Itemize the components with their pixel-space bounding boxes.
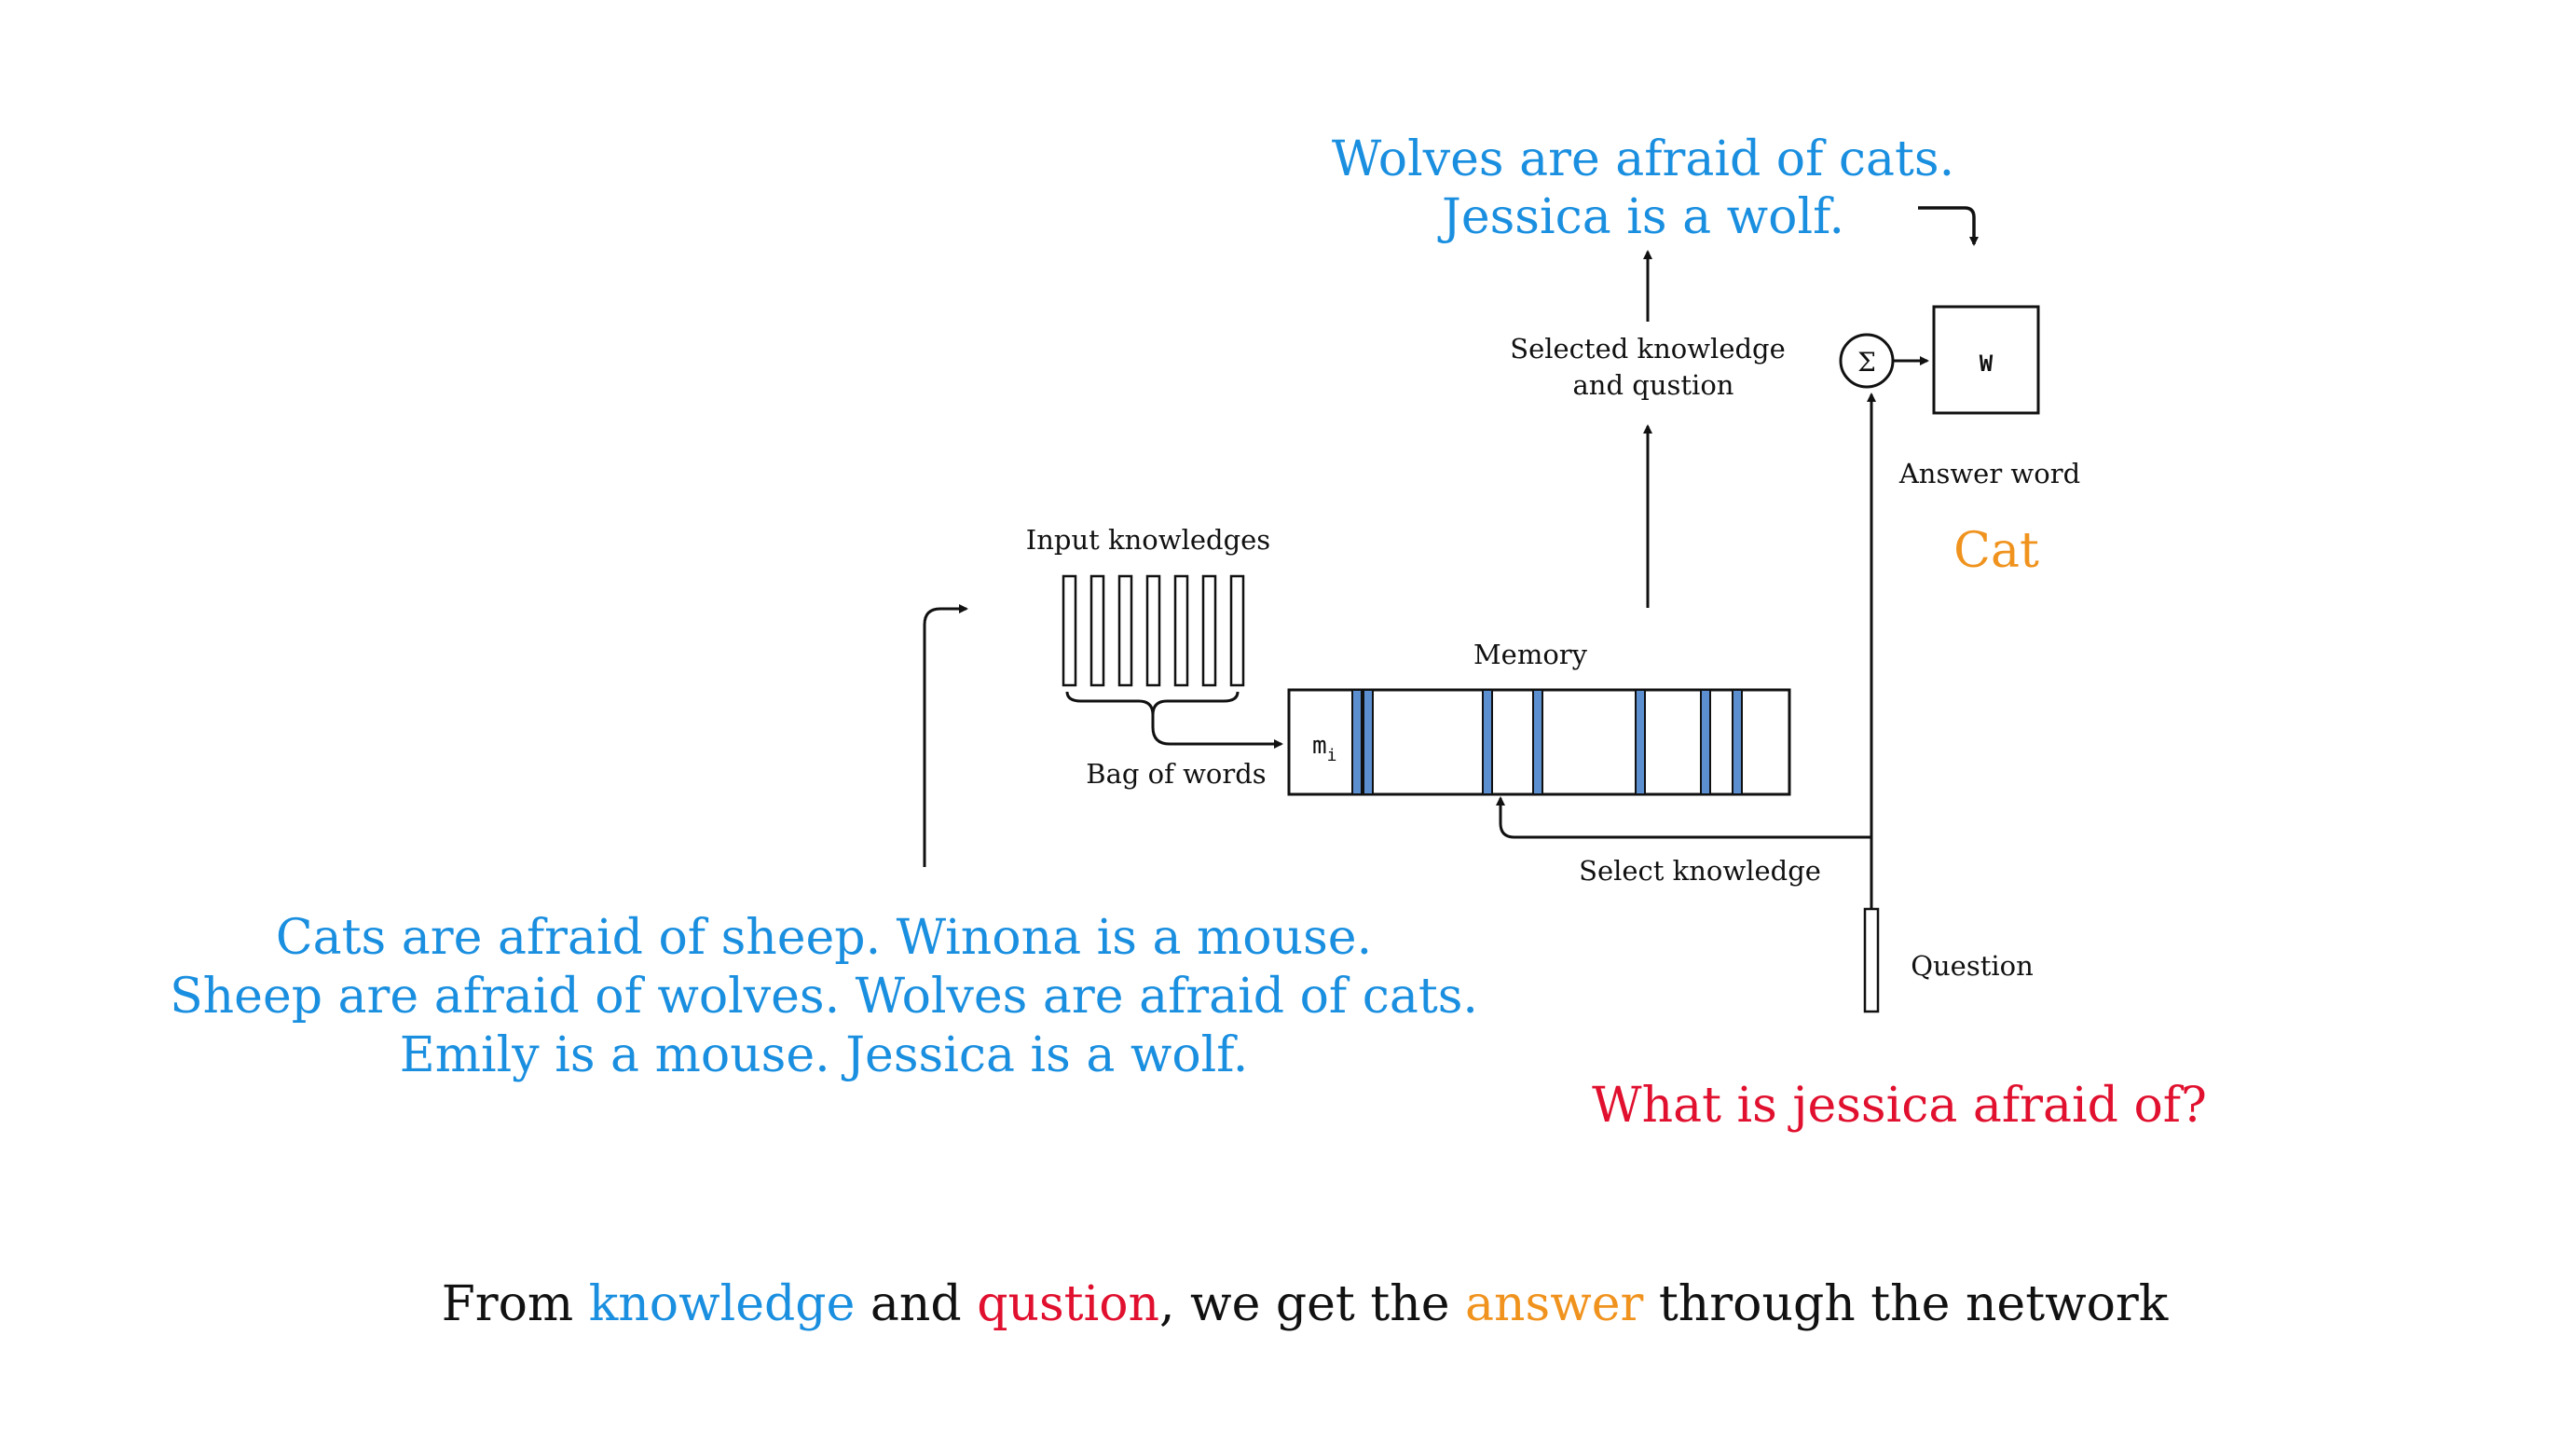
input-knowledge-bar: [1229, 574, 1245, 687]
question-sentence: What is jessica afraid of?: [1592, 1078, 2207, 1134]
memory-slot: [1732, 689, 1743, 795]
answer-word: Cat: [1953, 523, 2039, 579]
memory-slot: [1532, 689, 1543, 795]
bag-of-words-brace: [1065, 691, 1240, 716]
input-knowledge-bar: [1062, 574, 1077, 687]
input-knowledges-label: Input knowledges: [1026, 524, 1270, 556]
bag-to-memory-arrow: [1151, 712, 1283, 749]
input-knowledge-bar: [1117, 574, 1133, 687]
memory-label: Memory: [1473, 639, 1588, 670]
question-label: Question: [1911, 950, 2034, 982]
memory-slot-label: mi: [1312, 732, 1337, 765]
input-knowledge-line-1: Cats are afraid of sheep. Winona is a mo…: [276, 910, 1372, 966]
select-knowledge-arrow: [1496, 796, 1871, 839]
caption: From knowledge and qustion, we get the a…: [442, 1276, 2169, 1332]
weight-label: W: [1980, 351, 1994, 377]
caption-knowledge: knowledge: [589, 1276, 856, 1332]
caption-question: qustion: [977, 1276, 1159, 1332]
select-knowledge-label: Select knowledge: [1579, 855, 1821, 887]
question-vector: [1863, 907, 1880, 1013]
sigma-icon: Σ: [1857, 347, 1876, 378]
memory-slot: [1351, 689, 1363, 795]
selected-knowledge-label-1: Selected knowledge: [1510, 333, 1786, 365]
input-knowledge-bar: [1201, 574, 1217, 687]
input-knowledge-bar: [1145, 574, 1161, 687]
memory-slot: [1482, 689, 1493, 795]
memory-slot: [1635, 689, 1646, 795]
answer-arrow-down: [1918, 206, 1979, 246]
weight-box: [1932, 305, 2040, 415]
memory-slots: [1351, 689, 1743, 795]
input-knowledge-line-2: Sheep are afraid of wolves. Wolves are a…: [170, 969, 1478, 1025]
answer-word-label: Answer word: [1898, 458, 2080, 489]
input-knowledge-bar: [1089, 574, 1105, 687]
memory-slot: [1363, 689, 1374, 795]
selected-knowledge-sentence-2: Jessica is a wolf.: [1437, 189, 1844, 245]
memory-slot: [1700, 689, 1711, 795]
bag-of-words-label: Bag of words: [1086, 758, 1266, 790]
caption-answer: answer: [1465, 1276, 1643, 1332]
knowledge-input-arrow: [923, 604, 968, 867]
selected-knowledge-label-2: and qustion: [1573, 369, 1734, 401]
input-knowledge-line-3: Emily is a mouse. Jessica is a wolf.: [400, 1027, 1248, 1083]
input-knowledge-bars: [1062, 574, 1245, 687]
selected-knowledge-sentence-1: Wolves are afraid of cats.: [1332, 131, 1954, 187]
input-knowledge-bar: [1173, 574, 1189, 687]
